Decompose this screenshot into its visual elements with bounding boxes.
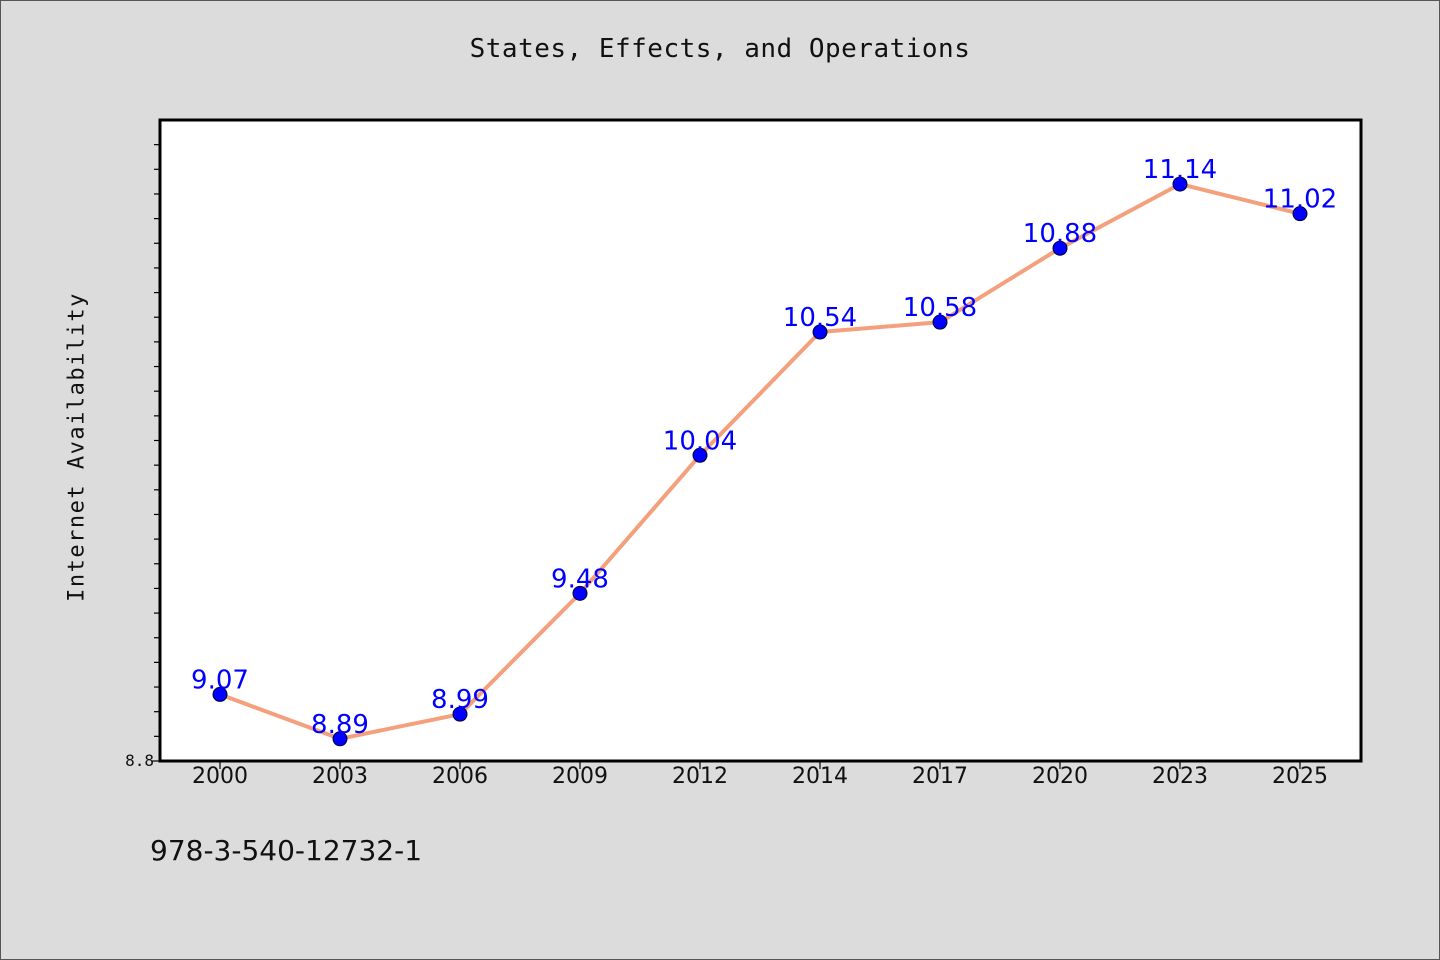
data-point [692,447,708,463]
plot-area [158,118,1363,763]
x-tick-label: 2012 [672,764,728,789]
data-point [1172,176,1188,192]
x-tick-label: 2014 [792,764,848,789]
data-point [1052,240,1068,256]
data-label: 9.48 [551,564,609,594]
data-point [1292,206,1308,222]
x-tick-label: 2023 [1152,764,1208,789]
isbn-label: 978-3-540-12732-1 [150,834,423,867]
x-tick-label: 2017 [912,764,968,789]
data-label: 10.58 [903,293,977,323]
data-label: 11.14 [1143,155,1217,185]
x-tick-label: 2003 [312,764,368,789]
data-point [212,686,228,702]
x-tick-label: 2020 [1032,764,1088,789]
data-label: 8.99 [431,685,489,715]
x-tick-label: 2025 [1272,764,1328,789]
y-tick-label: 8.8 [125,751,154,770]
data-label: 10.88 [1023,219,1097,249]
x-tick-label: 2000 [192,764,248,789]
data-label: 10.54 [783,303,857,333]
data-label: 10.04 [663,426,737,456]
data-point [452,706,468,722]
y-axis-ticks: 8.8 [125,144,160,770]
chart-title: States, Effects, and Operations [469,34,971,64]
x-tick-label: 2009 [552,764,608,789]
x-tick-label: 2006 [432,764,488,789]
series-group: 9.07 8.89 8.99 9.48 10.04 10.54 10.58 10.88 11.1… [191,155,1337,747]
data-point [932,314,948,330]
data-point [812,324,828,340]
data-label: 11.02 [1263,185,1337,215]
data-point [332,731,348,747]
data-label: 9.07 [191,665,249,695]
x-axis-ticks: 2000 2003 2006 2009 2012 2014 2017 2020 2023 2025 [192,761,1328,789]
data-point [572,585,588,601]
data-label: 8.89 [311,710,369,740]
series-line [218,182,1302,741]
